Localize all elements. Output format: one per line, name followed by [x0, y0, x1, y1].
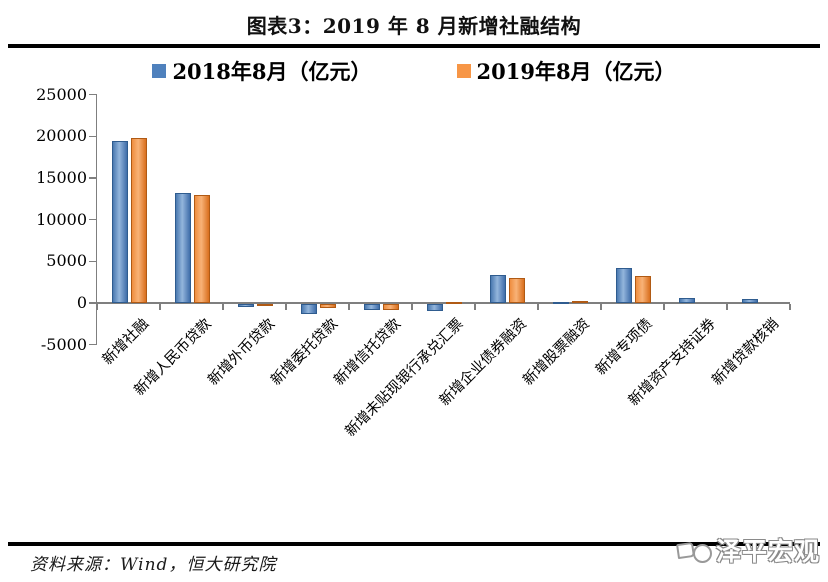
y-axis-tick [89, 218, 97, 221]
y-axis-tick-label: 10000 [36, 209, 87, 229]
y-axis-tick [89, 302, 97, 304]
legend-item-2018: 2018年8月（亿元） [152, 56, 372, 86]
bar-2018年-新增股票融资 [553, 301, 569, 304]
legend-item-2019: 2019年8月（亿元） [456, 56, 676, 86]
bar-2018年-新增社融 [112, 141, 128, 303]
bar-2018年-新增未贴现银行承兑汇票 [427, 304, 443, 311]
x-axis-tick [537, 304, 539, 310]
bar-2019年-新增委托贷款 [320, 304, 336, 309]
zeping-macro-logo: 泽平宏观 [676, 532, 820, 568]
y-axis-tick [89, 343, 97, 346]
logo-text: 泽平宏观 [715, 537, 820, 566]
bar-2018年-新增外币贷款 [238, 304, 254, 307]
bottom-divider-line [8, 542, 820, 546]
bar-2019年-新增专项债 [635, 276, 651, 303]
x-axis-tick [348, 304, 350, 310]
y-axis-tick [89, 177, 97, 179]
x-axis-tick [726, 304, 728, 310]
legend-swatch-orange [456, 64, 471, 78]
bar-2018年-新增专项债 [616, 268, 632, 303]
y-axis-tick-label: 0 [76, 293, 87, 312]
bar-2019年-新增股票融资 [572, 300, 588, 303]
y-axis-tick-label: 15000 [36, 168, 87, 187]
y-axis-tick-label: 5000 [46, 251, 87, 271]
x-category-label: 新增专项债 [593, 315, 656, 379]
legend-label-2019: 2019年8月（亿元） [476, 59, 676, 84]
x-category-label: 新增社融 [99, 315, 152, 369]
y-axis-tick [89, 135, 97, 138]
bar-2019年-新增未贴现银行承兑汇票 [446, 301, 462, 304]
x-axis-tick [789, 304, 791, 310]
bar-2018年-新增信托贷款 [364, 304, 380, 310]
chart-legend: 2018年8月（亿元） 2019年8月（亿元） [0, 56, 828, 86]
bar-2018年-新增贷款核销 [742, 298, 758, 303]
x-category-label: 新增未贴现银行承兑汇票 [342, 315, 467, 440]
x-axis-tick [159, 304, 161, 310]
data-source-note: 资料来源：Wind，恒大研究院 [30, 555, 277, 575]
bar-2018年-新增人民币贷款 [175, 193, 191, 303]
bar-2018年-新增委托贷款 [301, 304, 317, 314]
y-axis-tick [89, 93, 97, 96]
bar-2018年-新增企业债券融资 [490, 274, 506, 303]
x-axis-tick [411, 304, 413, 310]
bar-2019年-新增企业债券融资 [509, 277, 525, 303]
x-axis-line [97, 302, 790, 304]
bar-2019年-新增信托贷款 [383, 304, 399, 310]
y-axis-tick [89, 260, 97, 263]
x-axis-tick [285, 304, 287, 310]
bar-2019年-新增社融 [131, 138, 147, 303]
top-divider-line [8, 44, 820, 48]
chat-bubble-icon [676, 541, 695, 559]
bar-2018年-新增资产支持证券 [679, 297, 695, 303]
y-axis-tick-label: 20000 [36, 126, 87, 146]
bar-2019年-新增人民币贷款 [194, 194, 210, 303]
y-axis-tick-label: -5000 [40, 334, 87, 354]
bar-2019年-新增外币贷款 [257, 304, 273, 306]
legend-label-2018: 2018年8月（亿元） [172, 59, 372, 84]
x-axis-tick [474, 304, 476, 310]
legend-swatch-blue [152, 64, 167, 78]
x-axis-tick [222, 304, 224, 310]
face-circle-icon [692, 543, 712, 563]
y-axis-tick-label: 25000 [36, 84, 87, 104]
chart-title: 图表3：2019 年 8 月新增社融结构 [246, 14, 582, 38]
x-axis-tick [600, 304, 602, 310]
x-axis-tick [96, 304, 98, 310]
x-axis-tick [663, 304, 665, 310]
